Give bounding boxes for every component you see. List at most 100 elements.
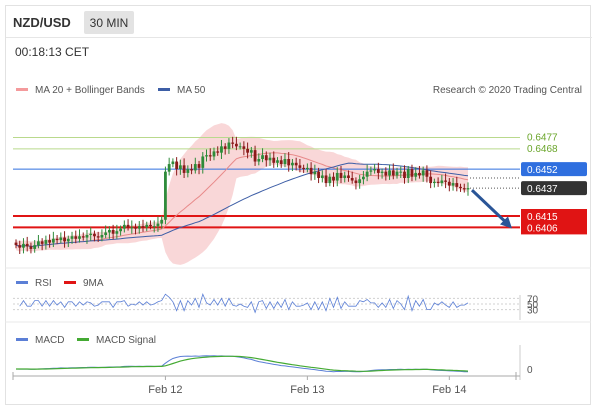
candle-body: [190, 169, 193, 171]
macd-panel: MACD MACD Signal 0: [15, 335, 533, 376]
candle-body: [335, 172, 339, 181]
timeframe-button[interactable]: 30 MIN: [84, 11, 134, 34]
candle-body: [175, 161, 179, 170]
candle-body: [126, 224, 130, 228]
candle-body: [220, 146, 223, 153]
candle-body: [332, 176, 335, 181]
candle-body: [279, 160, 283, 165]
grid: [5, 267, 591, 380]
candle-body: [212, 151, 216, 157]
candle-body: [29, 246, 33, 249]
candle-body: [104, 232, 108, 235]
candle-body: [234, 143, 238, 147]
candle-body: [63, 237, 66, 242]
candle-body: [201, 156, 205, 168]
candle-body: [44, 240, 48, 244]
candle-body: [149, 224, 152, 227]
candle-body: [14, 242, 18, 246]
candle-body: [354, 180, 358, 184]
pivot-label-box: [521, 162, 587, 177]
candle-body: [115, 231, 119, 234]
candle-body: [365, 171, 369, 177]
candle-body: [96, 236, 100, 238]
macd-legend-swatch: [16, 338, 28, 341]
candle-body: [339, 172, 343, 178]
candle-body: [197, 164, 201, 168]
candle-body: [253, 150, 257, 162]
candle-body: [369, 170, 373, 172]
candle-body: [418, 172, 421, 176]
candle-body: [455, 183, 459, 187]
candle-body: [242, 146, 246, 149]
macd-tick-label: 0: [527, 365, 533, 376]
candle-body: [122, 224, 126, 229]
candle-body: [59, 237, 63, 241]
candle-body: [444, 180, 447, 182]
candle-body: [395, 171, 399, 176]
rsi-line: [19, 293, 469, 314]
candle-body: [164, 171, 167, 220]
candle-body: [107, 229, 111, 233]
rsi-ma-legend-swatch: [64, 281, 76, 284]
candle-body: [89, 233, 93, 235]
pivot-label: 0.6452: [527, 165, 558, 176]
candle-body: [373, 169, 377, 171]
chart-frame: NZD/USD 30 MIN 00:18:13 CET: [5, 5, 592, 405]
candle-body: [261, 155, 264, 159]
candle-body: [380, 171, 384, 173]
macd-legend-label: MACD: [35, 335, 64, 346]
candle-body: [317, 171, 320, 178]
x-axis: Feb 12 Feb 13 Feb 14: [12, 372, 520, 396]
candle-body: [257, 159, 261, 162]
candle-body: [320, 175, 324, 178]
candle-body: [388, 170, 391, 176]
ma50-legend-swatch: [158, 88, 170, 91]
candle-body: [451, 183, 455, 186]
candle-body: [272, 157, 276, 163]
candle-body: [350, 178, 354, 181]
candle-body: [33, 245, 37, 249]
macd-signal-legend-label: MACD Signal: [96, 335, 156, 346]
rsi-ma-legend-label: 9MA: [83, 278, 104, 289]
candle-body: [324, 175, 328, 184]
candle-body: [208, 155, 212, 157]
candle-body: [249, 150, 253, 153]
candle-body: [291, 162, 294, 166]
rsi-tick-label: 70: [527, 294, 539, 305]
candle-body: [246, 148, 250, 153]
macd-signal-line: [16, 355, 469, 372]
timestamp: 00:18:13 CET: [15, 45, 90, 59]
candle-body: [37, 241, 40, 246]
candle-body: [186, 169, 190, 173]
candle-body: [22, 243, 25, 248]
candle-body: [391, 170, 395, 176]
candle-body: [70, 236, 74, 239]
forecast-arrow: [470, 189, 512, 229]
candle-body: [231, 142, 235, 144]
candle-body: [137, 226, 141, 229]
candle-body: [178, 165, 182, 170]
x-tick-label: Feb 12: [148, 384, 182, 396]
x-tick-label: Feb 13: [290, 384, 324, 396]
x-tick-label: Feb 14: [432, 384, 466, 396]
candle-body: [40, 241, 44, 244]
candle-body: [111, 229, 115, 234]
credit-text: Research © 2020 Trading Central: [433, 85, 582, 96]
candles: [14, 136, 470, 254]
candle-body: [343, 175, 347, 178]
candle-body: [18, 245, 22, 248]
candle-body: [85, 235, 89, 238]
key-levels: [13, 136, 520, 229]
candle-body: [406, 169, 410, 178]
candle-body: [347, 175, 350, 178]
support-label-box: [521, 209, 587, 223]
candle-body: [51, 238, 55, 243]
ma50-legend-label: MA 50: [177, 85, 206, 96]
candle-body: [130, 227, 134, 229]
candle-body: [287, 159, 291, 166]
candle-body: [223, 146, 227, 149]
ma20-legend-label: MA 20 + Bollinger Bands: [35, 85, 145, 96]
candle-body: [227, 142, 231, 149]
